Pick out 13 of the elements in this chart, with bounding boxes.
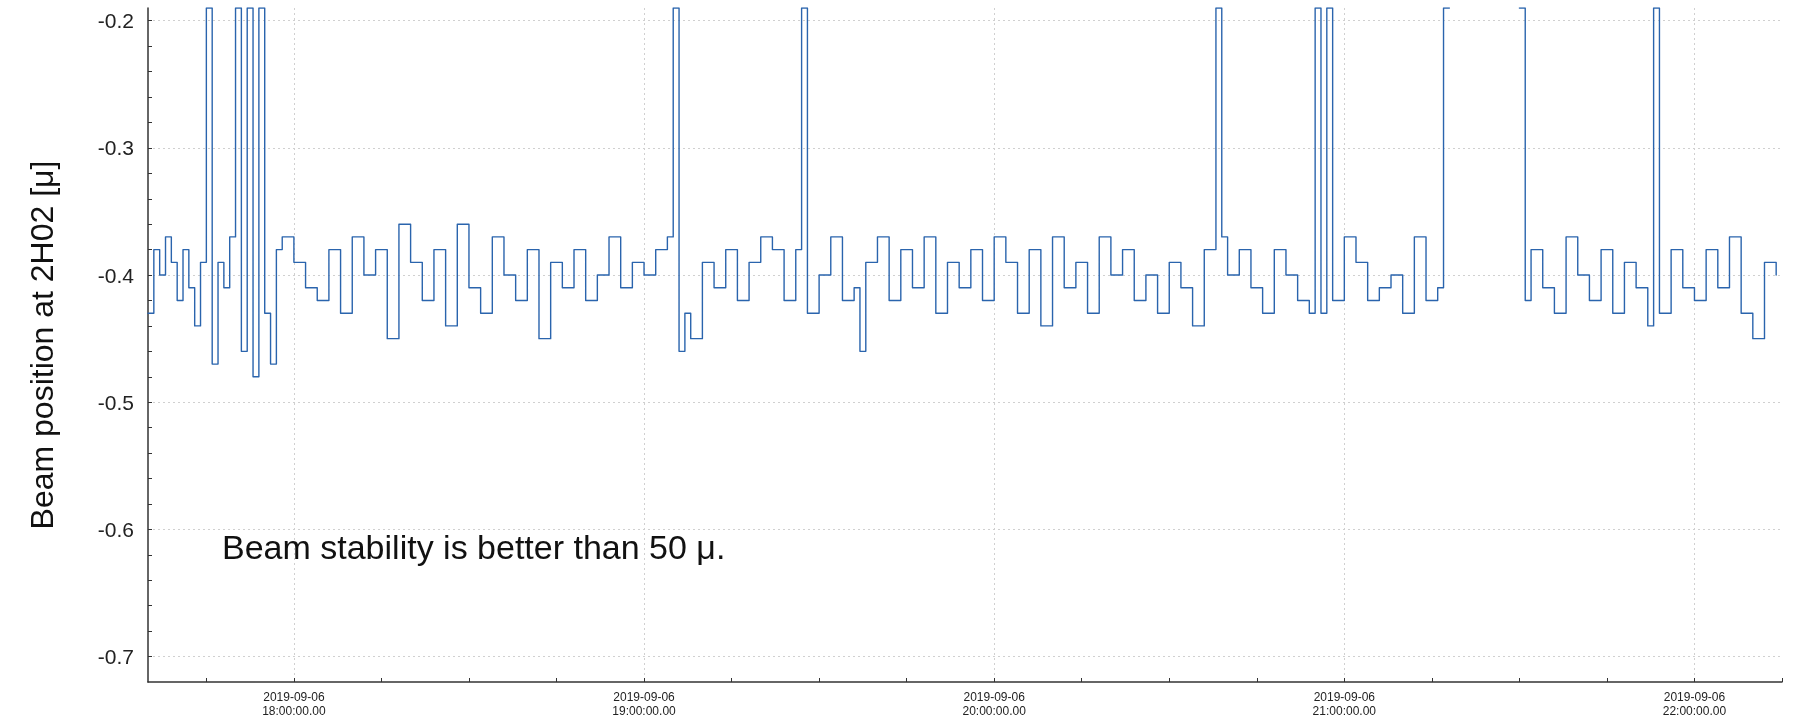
y-tick-label: -0.3 [97,136,134,160]
y-tick-label: -0.4 [97,263,135,287]
x-tick-label: 2019-09-06 18:00:00.00 [262,690,326,718]
y-tick-label: -0.5 [97,390,134,414]
x-tick-label: 2019-09-06 20:00:00.00 [962,690,1027,718]
x-tick-label: 2019-09-06 19:00:00.00 [612,690,677,718]
y-axis-title: Beam position at 2H02 [μ] [24,160,60,530]
x-tick-label: 2019-09-06 21:00:00.00 [1312,690,1377,718]
annotation: Beam stability is better than 50 μ. [222,528,726,566]
x-tick-label: 2019-09-06 22:00:00.00 [1662,690,1727,718]
y-tick-label: -0.6 [97,517,134,541]
y-tick-label: -0.7 [97,645,134,669]
y-tick-label: -0.2 [97,9,134,33]
